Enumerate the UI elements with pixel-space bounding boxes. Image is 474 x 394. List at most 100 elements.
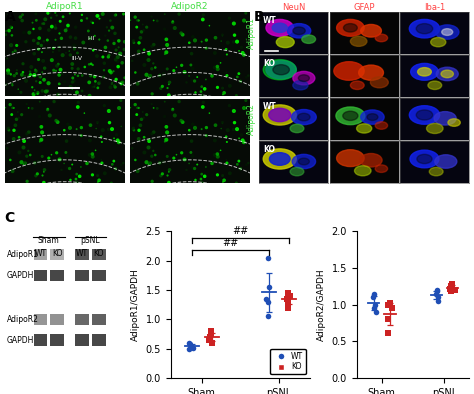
- Point: [69, 75, 76, 81]
- Point: [235, 71, 243, 77]
- Point: [2, 32, 9, 38]
- Point: [61, 79, 68, 85]
- Circle shape: [427, 123, 443, 134]
- Circle shape: [350, 81, 364, 89]
- Point: [224, 127, 232, 133]
- Point: [129, 38, 137, 45]
- Bar: [50, 249, 64, 260]
- Point: [286, 293, 293, 299]
- Point: [191, 37, 199, 44]
- Point: [84, 28, 92, 34]
- Point: [97, 134, 105, 140]
- Point: [146, 160, 154, 166]
- Point: [135, 105, 143, 111]
- Point: [447, 288, 455, 295]
- Point: [187, 149, 195, 156]
- Point: [150, 129, 157, 135]
- Point: [451, 287, 458, 293]
- Circle shape: [293, 81, 308, 90]
- Point: [370, 290, 377, 297]
- Point: [40, 38, 48, 45]
- Point: [74, 72, 82, 79]
- Point: [154, 105, 161, 112]
- Point: [264, 255, 272, 261]
- Point: [217, 147, 224, 154]
- Point: [52, 9, 59, 16]
- Point: [230, 108, 237, 114]
- Point: [433, 288, 441, 295]
- Point: [238, 132, 246, 138]
- Point: [283, 296, 291, 302]
- Point: [60, 160, 68, 167]
- Point: [74, 66, 82, 72]
- Point: [130, 39, 137, 46]
- Point: [52, 25, 59, 31]
- Point: [62, 27, 69, 33]
- Circle shape: [263, 59, 296, 80]
- Point: [145, 144, 152, 151]
- Point: [149, 60, 157, 67]
- Point: [140, 46, 148, 53]
- Point: [39, 58, 47, 64]
- Y-axis label: AdipoR1: AdipoR1: [247, 17, 256, 49]
- Point: [198, 92, 206, 98]
- Point: [245, 160, 252, 166]
- Point: [38, 69, 46, 75]
- Point: [185, 127, 193, 133]
- Point: [10, 136, 18, 142]
- Point: [111, 84, 119, 90]
- Point: [66, 83, 73, 89]
- Point: [179, 32, 186, 38]
- Point: [64, 121, 72, 127]
- Circle shape: [337, 19, 364, 36]
- Point: [132, 69, 139, 76]
- Point: [219, 120, 226, 126]
- Point: [130, 127, 137, 133]
- Point: [163, 36, 170, 43]
- Point: [17, 89, 25, 95]
- Circle shape: [302, 35, 316, 43]
- Circle shape: [410, 150, 439, 168]
- Point: [72, 35, 79, 41]
- Y-axis label: AdipoR1/GAPDH: AdipoR1/GAPDH: [131, 268, 140, 341]
- Circle shape: [273, 65, 290, 75]
- Point: [198, 171, 206, 177]
- Point: [135, 48, 143, 54]
- Text: ##: ##: [232, 227, 248, 236]
- Point: [26, 69, 34, 75]
- Point: [18, 159, 25, 165]
- Point: [36, 74, 44, 80]
- Y-axis label: AdipoR2: AdipoR2: [247, 103, 256, 135]
- Point: [189, 344, 197, 351]
- Point: [235, 48, 243, 54]
- Point: [202, 132, 210, 139]
- Point: [182, 167, 190, 173]
- Point: [193, 74, 201, 80]
- Point: [189, 165, 196, 171]
- Circle shape: [298, 158, 310, 165]
- Point: [98, 157, 105, 163]
- Point: [189, 77, 196, 84]
- Circle shape: [263, 105, 296, 125]
- Point: [17, 14, 24, 20]
- Point: [169, 106, 176, 113]
- Point: [68, 162, 76, 168]
- Point: [94, 119, 101, 125]
- Point: [140, 27, 147, 33]
- Circle shape: [410, 63, 438, 80]
- Point: [202, 164, 210, 170]
- Point: [101, 44, 109, 50]
- Point: [42, 88, 50, 95]
- Bar: [34, 270, 47, 281]
- Point: [230, 126, 237, 132]
- Point: [99, 127, 107, 133]
- Point: [207, 328, 215, 335]
- Circle shape: [298, 75, 310, 82]
- Circle shape: [361, 24, 382, 37]
- Point: [112, 76, 119, 83]
- Point: [202, 76, 210, 83]
- Point: [191, 78, 199, 84]
- Point: [219, 91, 227, 98]
- Point: [87, 61, 95, 67]
- Point: [145, 74, 152, 80]
